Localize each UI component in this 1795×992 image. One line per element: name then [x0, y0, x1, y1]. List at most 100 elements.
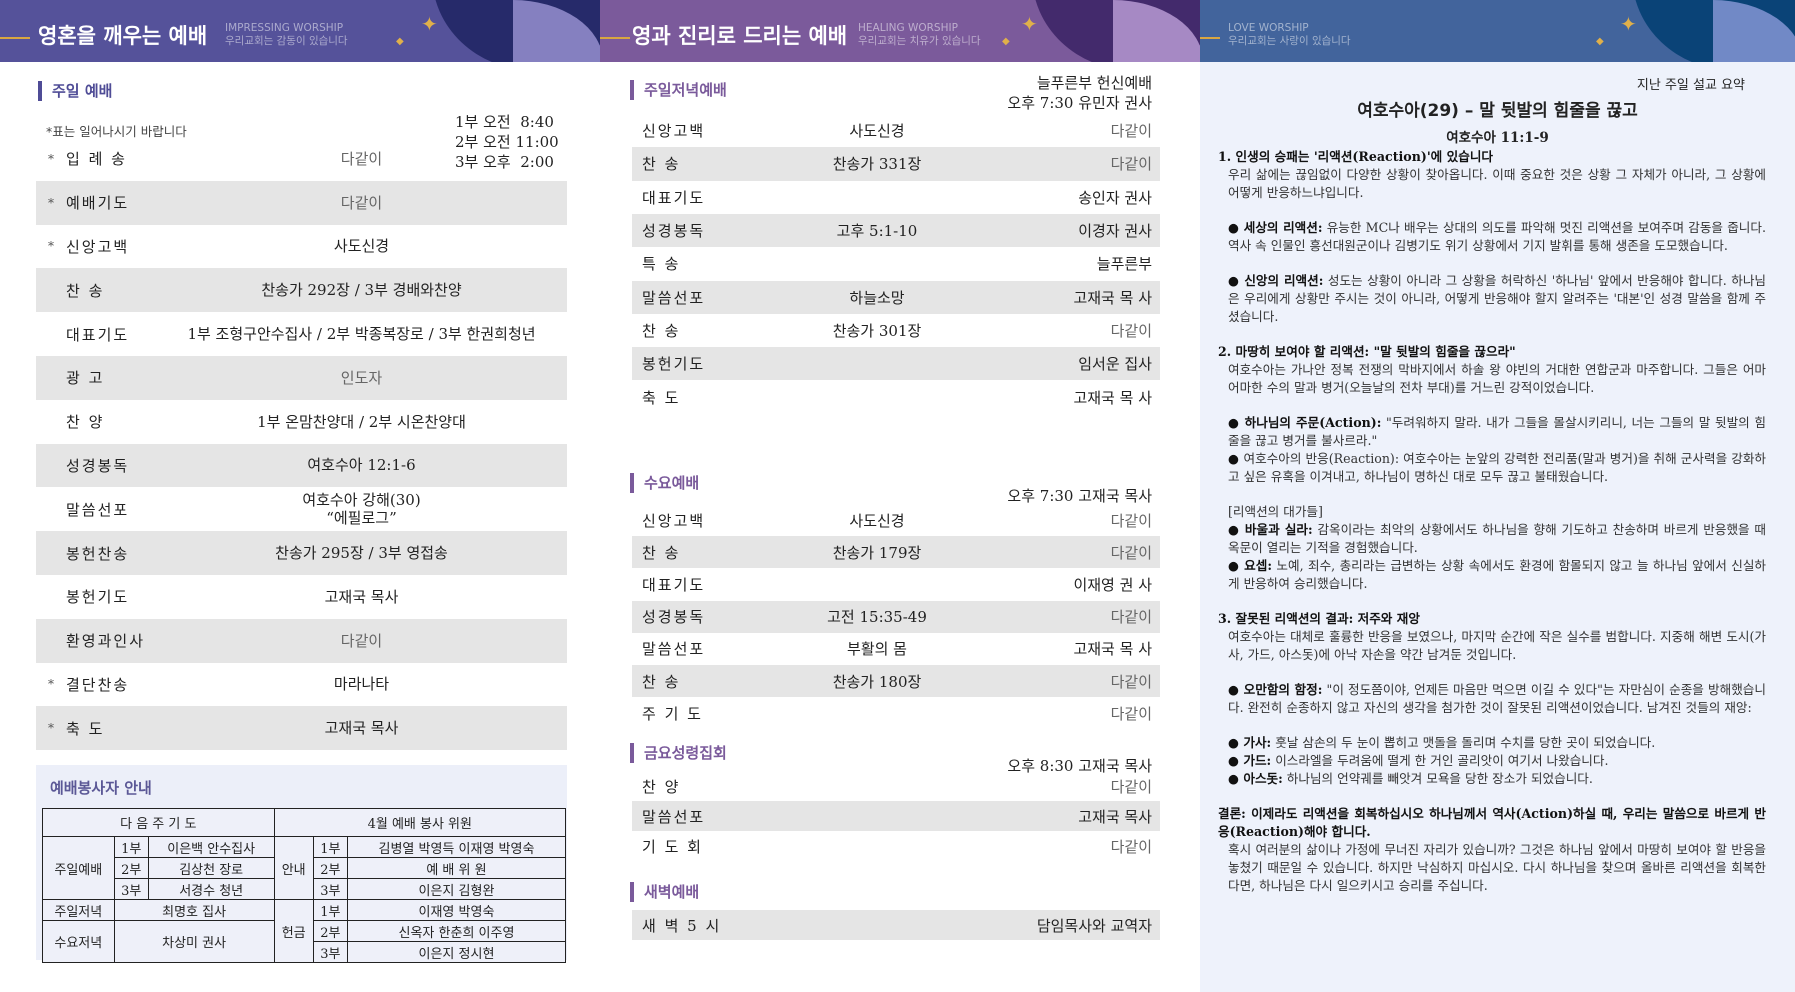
standing-mark: *	[48, 239, 54, 254]
order-row: 봉헌찬송 찬송가 295장 / 3부 영접송	[36, 531, 567, 575]
spacer	[1218, 326, 1766, 343]
bullet-text: 이스라엘을 두려움에 떨게 한 거인 골리앗이 여기서 나왔습니다.	[1271, 753, 1609, 768]
order-leader: 다같이	[1110, 122, 1152, 141]
panel-header: 영혼을 깨우는 예배 IMPRESSING WORSHIP 우리교회는 감동이 있…	[0, 0, 600, 62]
order-label: 대표기도	[642, 188, 706, 207]
order-value: 하늘소망	[849, 288, 905, 307]
section-title: 주일 예배	[38, 81, 112, 101]
header-subtitle: LOVE WORSHIP 우리교회는 사랑이 있습니다	[1228, 22, 1351, 47]
order-label: 말씀선포	[642, 288, 706, 307]
order-label: 말씀선포	[66, 500, 130, 519]
order-row: 대표기도 이재영 권 사	[632, 568, 1160, 600]
order-value: 1부 온맘찬양대 / 2부 시온찬양대	[257, 412, 466, 431]
order-leader: 다같이	[1110, 321, 1152, 340]
order-leader: 다같이	[1110, 155, 1152, 174]
order-label: 신앙고백	[66, 237, 130, 256]
bullet-lead: ● 가드:	[1228, 753, 1272, 768]
sparkle-icon: ◆	[1002, 36, 1010, 47]
order-value: 찬송가 180장	[832, 672, 922, 691]
sermon-scripture: 여호수아 11:1-9	[1446, 130, 1549, 146]
spacer	[1218, 717, 1766, 734]
order-label: 말씀선포	[642, 807, 706, 826]
spacer	[1218, 397, 1766, 414]
order-leader: 고재국 목 사	[1073, 288, 1152, 307]
standing-mark: *	[48, 677, 54, 692]
order-row: * 예배기도 다같이	[36, 180, 567, 225]
section-info: 오후 8:30 고재국 목사	[1007, 757, 1152, 775]
order-row: 말씀선포 하늘소망 고재국 목 사	[632, 280, 1160, 314]
order-label: 결단찬송	[66, 675, 130, 694]
sermon-bullet: ● 아스돗: 하나님의 언약궤를 빼앗겨 모욕을 당한 장소가 되었습니다.	[1228, 770, 1766, 788]
order-label: 축 도	[66, 719, 105, 738]
bullet-text: 성도는 상황이 아니라 그 상황을 허락하신 '하나님' 앞에서 반응해야 합니…	[1228, 273, 1766, 324]
order-leader: 고재국 목사	[1078, 807, 1152, 826]
order-value: 다같이	[340, 193, 383, 212]
order-label: 광 고	[66, 369, 105, 388]
order-label: 신앙고백	[642, 122, 706, 141]
sermon-bullet: ● 세상의 리액션: 유능한 MC나 배우는 상대의 의도를 파악해 멋진 리액…	[1228, 219, 1766, 255]
order-leader: 늘푸른부	[1096, 255, 1152, 274]
order-label: 찬 양	[642, 777, 681, 796]
order-label: 새 벽 5 시	[642, 916, 722, 935]
order-row: 성경봉독 고후 5:1-10 이경자 권사	[632, 213, 1160, 248]
order-label: 봉헌찬송	[66, 544, 130, 563]
section-title: 금요성령집회	[630, 743, 727, 763]
order-label: 주 기 도	[642, 704, 703, 723]
sermon-paragraph: 여호수아는 가나안 정복 전쟁의 막바지에서 하솔 왕 야빈의 거대한 연합군과…	[1228, 362, 1766, 395]
order-label: 찬 송	[642, 155, 681, 174]
order-leader: 다같이	[1110, 543, 1152, 562]
order-value: 부활의 몸	[847, 640, 907, 659]
order-label: 성경봉독	[66, 456, 130, 475]
sermon-bullet: ● 요셉: 노예, 죄수, 총리라는 급변하는 상황 속에서도 환경에 함몰되지…	[1228, 557, 1766, 593]
section-title: 새벽예배	[630, 882, 699, 902]
order-row: 신앙고백 사도신경 다같이	[632, 504, 1160, 536]
spacer	[1218, 255, 1766, 272]
order-row: 봉헌기도 고재국 목사	[36, 575, 567, 619]
order-label: 찬 송	[642, 672, 681, 691]
sermon-heading: 2. 마땅히 보여야 할 리액션: "말 뒷발의 힘줄을 끊으라"	[1218, 344, 1516, 359]
section-info: 오후 7:30 고재국 목사	[1007, 487, 1152, 505]
sermon-bullet: ● 가사: 훗날 삼손의 두 눈이 뽑히고 맷돌을 돌리며 수치를 당한 곳이 …	[1228, 734, 1766, 752]
order-label: 찬 양	[66, 413, 105, 432]
order-label: 기 도 회	[642, 837, 703, 856]
order-label: 환영과인사	[66, 632, 146, 651]
spacer	[1218, 788, 1766, 805]
service-times: 1부 오전 8:40 2부 오전 11:00 3부 오후 2:00	[455, 113, 559, 171]
order-row: 축 도 고재국 목 사	[632, 380, 1160, 413]
header-subtitle: HEALING WORSHIP 우리교회는 치유가 있습니다	[858, 22, 981, 47]
order-value: 1부 조형구안수집사 / 2부 박종복장로 / 3부 한권희청년	[187, 325, 536, 344]
section-info: 늘푸른부 헌신예배	[1036, 74, 1152, 92]
bullet-lead: ● 하나님의 주문(Action):	[1228, 415, 1382, 430]
order-leader: 다같이	[1110, 511, 1152, 530]
spacer	[1218, 202, 1766, 219]
sermon-bullet: ● 바울과 실라: 감옥이라는 최악의 상황에서도 하나님을 향해 기도하고 찬…	[1228, 521, 1766, 557]
order-label: 찬 송	[642, 321, 681, 340]
bullet-lead: ● 신앙의 리액션:	[1228, 273, 1324, 288]
spacer	[1218, 593, 1766, 610]
sermon-heading: 1. 인생의 승패는 '리액션(Reaction)'에 있습니다	[1218, 149, 1493, 164]
order-leader: 송인자 권사	[1078, 188, 1152, 207]
order-value: 마라나타	[333, 675, 390, 694]
order-label: 찬 송	[642, 543, 681, 562]
sermon-paragraph: 여호수아는 대체로 훌륭한 반응을 보였으나, 마지막 순간에 작은 실수를 범…	[1228, 629, 1766, 662]
order-row: 기 도 회 다같이	[632, 831, 1160, 861]
bullet-lead: ● 요셉:	[1228, 558, 1273, 573]
spacer	[1218, 664, 1766, 681]
order-value: 사도신경	[333, 237, 390, 256]
bullet-text: 감옥이라는 최악의 상황에서도 하나님을 향해 기도하고 찬송하며 바르게 반응…	[1228, 522, 1766, 555]
bullet-text: 노예, 죄수, 총리라는 급변하는 상황 속에서도 환경에 함몰되지 않고 늘 …	[1228, 558, 1766, 591]
divider	[1200, 37, 1220, 39]
section-title: 주일저녁예배	[630, 80, 727, 100]
divider	[600, 37, 630, 39]
order-row: 말씀선포 부활의 몸 고재국 목 사	[632, 633, 1160, 665]
spacer	[1218, 486, 1766, 503]
order-row: * 입 례 송 다같이	[36, 137, 567, 181]
order-row: * 결단찬송 마라나타	[36, 663, 567, 707]
sermon-paragraph: [리액션의 대가들]	[1228, 504, 1323, 519]
panel-header: 영과 진리로 드리는 예배 HEALING WORSHIP 우리교회는 치유가 있…	[600, 0, 1200, 62]
order-label: 봉헌기도	[66, 588, 130, 607]
order-label: 신앙고백	[642, 511, 706, 530]
order-label: 대표기도	[642, 575, 706, 594]
order-value: 인도자	[340, 368, 383, 387]
order-value: 여호수아 12:1-6	[307, 456, 416, 475]
